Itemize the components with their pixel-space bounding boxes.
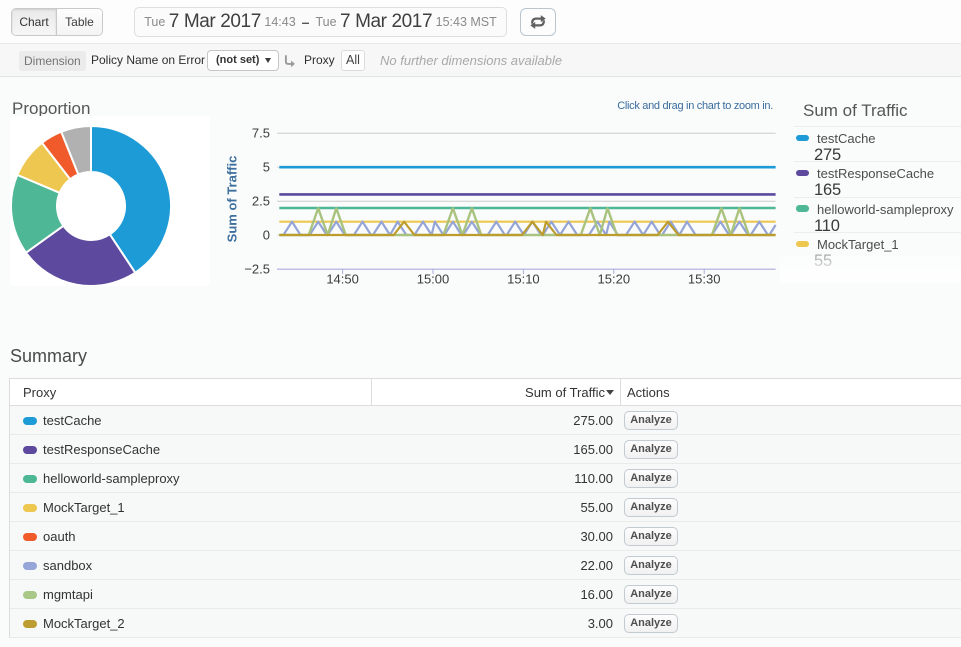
svg-text:15:10: 15:10 bbox=[507, 272, 540, 287]
svg-text:14:50: 14:50 bbox=[326, 272, 359, 287]
svg-text:15:00: 15:00 bbox=[417, 272, 450, 287]
svg-text:2.5: 2.5 bbox=[252, 194, 270, 209]
svg-text:15:20: 15:20 bbox=[598, 272, 631, 287]
svg-text:0: 0 bbox=[263, 228, 270, 243]
svg-text:−2.5: −2.5 bbox=[244, 262, 270, 277]
svg-text:5: 5 bbox=[263, 160, 270, 175]
svg-text:15:30: 15:30 bbox=[688, 272, 721, 287]
svg-text:Sum of Traffic: Sum of Traffic bbox=[225, 156, 240, 243]
svg-text:7.5: 7.5 bbox=[252, 126, 270, 141]
